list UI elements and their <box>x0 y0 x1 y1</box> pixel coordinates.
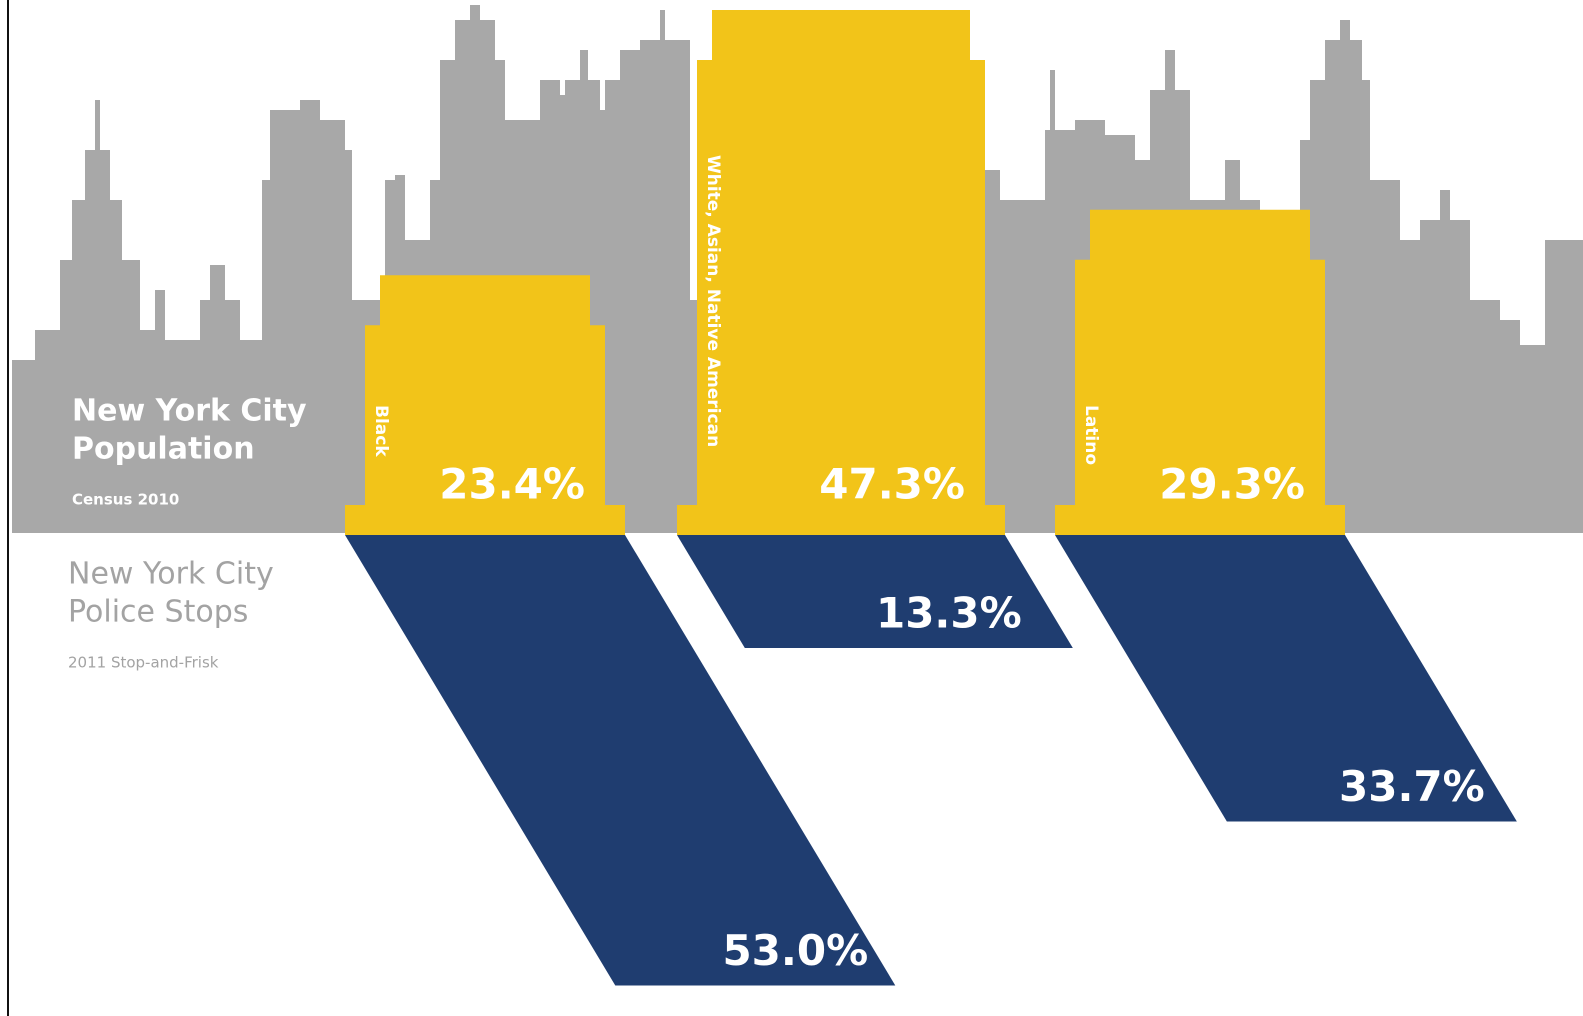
series-name: New York City <box>68 557 274 592</box>
category-label: Latino <box>1081 405 1101 465</box>
population-building <box>677 10 1005 535</box>
population-label: 47.3% <box>819 460 965 509</box>
stops-label: 13.3% <box>876 589 1022 638</box>
stops-label: 33.7% <box>1339 762 1485 811</box>
population-label: 23.4% <box>439 460 585 509</box>
stops-label: 53.0% <box>722 926 868 975</box>
series-name: New York City <box>72 394 307 429</box>
category-label: White, Asian, Native American <box>703 155 723 447</box>
series-name: Police Stops <box>68 595 248 630</box>
series-name: Population <box>72 432 255 467</box>
chart: New York CityPopulationCensus 2010New Yo… <box>0 0 1583 1016</box>
category-label: Black <box>371 405 391 457</box>
series-note: Census 2010 <box>72 491 179 509</box>
series-note: 2011 Stop-and-Frisk <box>68 654 219 672</box>
population-label: 29.3% <box>1159 460 1305 509</box>
